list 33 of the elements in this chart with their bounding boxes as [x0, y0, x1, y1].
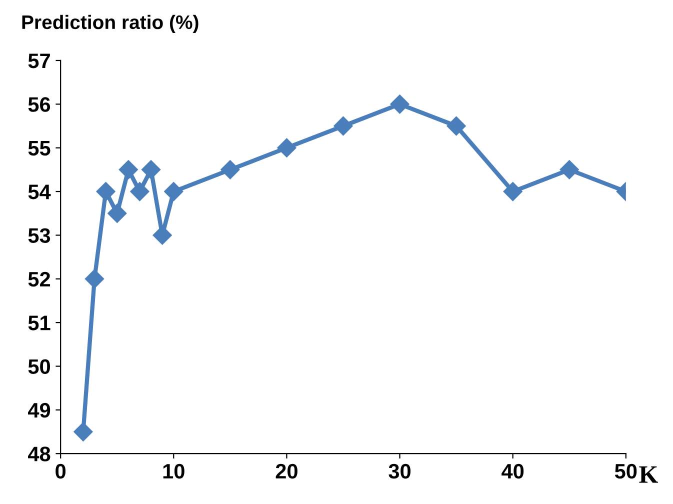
y-tick-label: 54 [28, 184, 51, 200]
y-tick-label: 55 [28, 141, 50, 156]
point [141, 160, 161, 180]
x-tick-label: 30 [388, 464, 410, 479]
point [118, 160, 138, 180]
x-tick-label: 0 [56, 464, 66, 479]
x-tick-label: 40 [502, 464, 524, 479]
y-tick-label: 57 [28, 54, 50, 68]
x-tick-label: 20 [276, 464, 298, 479]
y-tick-label: 53 [28, 228, 50, 243]
y-tick-label: 51 [28, 316, 50, 330]
x-tick-label: 10 [163, 464, 184, 479]
y-axis-title: Prediction ratio (%) [22, 14, 198, 33]
y-tick-label: 48 [28, 446, 50, 462]
x-tick-label: 50 [614, 464, 637, 479]
point [390, 94, 410, 114]
y-tick-label: 50 [28, 359, 50, 374]
point [277, 138, 296, 158]
point [334, 116, 353, 136]
point [164, 182, 184, 202]
point [74, 422, 93, 442]
point [560, 160, 579, 180]
point [96, 182, 116, 202]
point [84, 269, 104, 288]
y-tick-label: 56 [28, 97, 50, 112]
point [130, 182, 150, 202]
point [108, 204, 127, 223]
y-tick-label: 52 [28, 272, 50, 287]
point [220, 160, 240, 180]
y-tick-label: 49 [28, 402, 50, 418]
point [503, 182, 522, 202]
x-axis-title: K [639, 466, 658, 483]
point [446, 116, 466, 136]
